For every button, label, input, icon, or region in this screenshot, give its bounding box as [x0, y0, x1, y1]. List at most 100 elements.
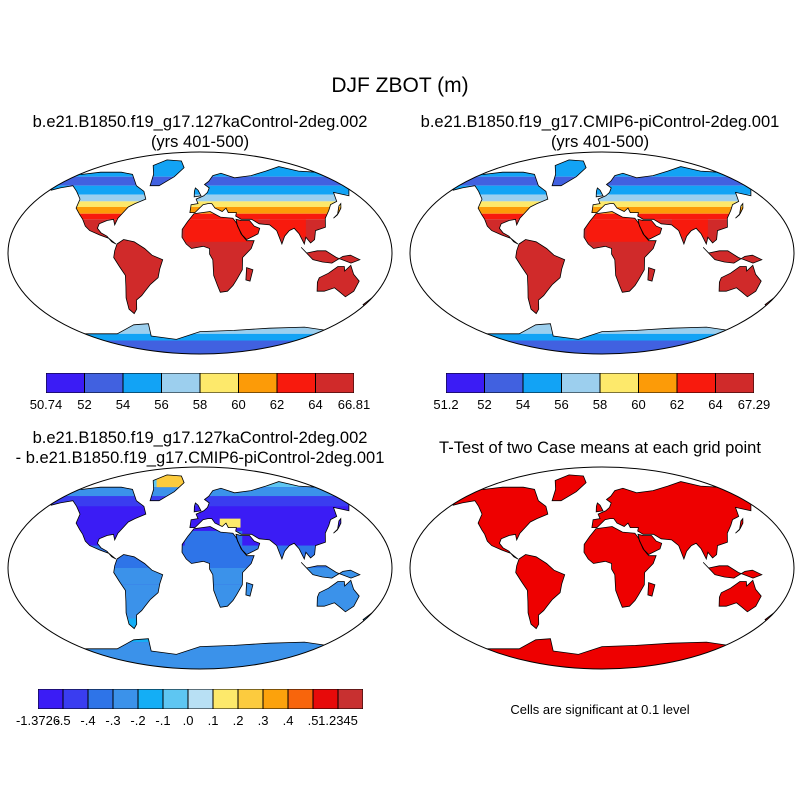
- colorbar-label: 58: [192, 397, 208, 412]
- coastline-eurasia: [591, 166, 763, 246]
- map-case2: [409, 151, 795, 355]
- coastline-eurasia: [591, 481, 763, 561]
- colorbar-label: 50.74: [29, 397, 63, 412]
- colorbar-box: [46, 373, 85, 393]
- panel-title-line2: - b.e21.B1850.f19_g17.CMIP6-piControl-2d…: [15, 449, 385, 467]
- colorbar-box: [238, 373, 278, 393]
- coastline-samerica: [113, 239, 164, 315]
- colorbar-box: [112, 689, 139, 709]
- zbot-band: [445, 194, 782, 202]
- panel-title-line1: b.e21.B1850.f19_g17.127kaControl-2deg.00…: [32, 113, 368, 131]
- zbot-patch: [445, 340, 782, 354]
- figure-title: DJF ZBOT (m): [331, 74, 469, 97]
- colorbar-label: 56: [154, 397, 169, 412]
- colorbar-label: 60: [631, 397, 646, 412]
- colorbar-box: [484, 373, 524, 393]
- colorbar-box: [199, 373, 239, 393]
- coastline-madagascar: [647, 267, 656, 282]
- panel-title-line1: b.e21.B1850.f19_g17.127kaControl-2deg.00…: [32, 429, 368, 447]
- diff-band: [43, 618, 380, 643]
- diff-patch: [156, 474, 184, 488]
- colorbar-box: [522, 373, 562, 393]
- coastline-africa: [583, 211, 657, 293]
- panel-title-line1: T-Test of two Case means at each grid po…: [439, 439, 761, 457]
- coastline-africa: [583, 526, 657, 608]
- coastline-namerica: [50, 486, 147, 560]
- colorbar-label: 51.2: [433, 397, 459, 412]
- colorbar-box: [137, 689, 164, 709]
- diff-band: [43, 496, 380, 507]
- zbot-band: [445, 213, 782, 220]
- colorbar-label: 54: [515, 397, 531, 412]
- globe: [444, 159, 782, 354]
- zbot-band: [43, 185, 380, 195]
- colorbar-label: .1: [207, 713, 219, 728]
- land-fill: [43, 159, 380, 354]
- coastline-namerica: [452, 171, 549, 245]
- zbot-patch: [184, 219, 259, 242]
- land-fill: [445, 474, 782, 669]
- colorbar-label: -.3: [105, 713, 121, 728]
- colorbar-label: -.4: [80, 713, 96, 728]
- panel-title-case1: b.e21.B1850.f19_g17.127kaControl-2deg.00…: [0, 112, 400, 152]
- coastline-indonesia: [300, 562, 361, 579]
- coastline-australia: [316, 579, 360, 613]
- coastline-indonesia: [702, 562, 763, 579]
- colorbar-box: [676, 373, 716, 393]
- colorbar-box: [38, 689, 64, 709]
- diff-band: [43, 487, 380, 497]
- coastline-uk: [595, 187, 604, 198]
- zbot-patch: [269, 219, 306, 238]
- coastline-namerica: [452, 486, 549, 560]
- colorbar-box: [237, 689, 264, 709]
- coastline-greenland: [551, 159, 587, 187]
- colorbar-box: [162, 689, 189, 709]
- colorbar-box: [337, 689, 363, 709]
- colorbar-label: 54: [115, 397, 131, 412]
- colorbar-boxes: [46, 373, 354, 393]
- colorbar-box: [262, 689, 289, 709]
- colorbar-label: .0: [182, 713, 194, 728]
- colorbar-box: [599, 373, 639, 393]
- coastline-indonesia: [300, 247, 361, 264]
- significant-cells: [445, 474, 782, 669]
- coastline-australia: [316, 264, 360, 298]
- coastline-uk: [193, 187, 202, 198]
- colorbar-label: .4: [282, 713, 294, 728]
- zbot-band: [43, 159, 380, 177]
- zbot-band: [445, 159, 782, 177]
- coastline-africa: [181, 526, 255, 608]
- colorbar-box: [84, 373, 124, 393]
- coastline-uk: [193, 502, 202, 513]
- colorbar-case2: 51.2 52 54 56 58 60 62 64 67.29: [433, 373, 770, 412]
- diff-band: [43, 642, 380, 669]
- colorbar-label: -.5: [55, 713, 71, 728]
- colorbar-box: [715, 373, 754, 393]
- colorbar-label: .3: [257, 713, 269, 728]
- land-fill: [445, 159, 782, 354]
- coastline-indonesia: [702, 247, 763, 264]
- panel-title-ttest: T-Test of two Case means at each grid po…: [400, 438, 800, 458]
- colorbar-label: 67.29: [737, 397, 771, 412]
- coastline-eurasia: [189, 166, 361, 246]
- coastline-australia: [718, 579, 762, 613]
- panel-title-line2: (yrs 401-500): [150, 133, 250, 151]
- coastline-greenland: [149, 159, 185, 187]
- colorbar-difference: -1.3726 -.5 -.4 -.3 -.2 -.1 .0 .1 .2 .3 .4 .5 1.2345: [16, 689, 363, 728]
- colorbar-label: 62: [669, 397, 685, 412]
- coastline-madagascar: [245, 582, 254, 597]
- colorbar-box: [161, 373, 201, 393]
- colorbar-label: 60: [231, 397, 246, 412]
- colorbar-label: -.1: [155, 713, 171, 728]
- zbot-band: [43, 194, 380, 202]
- colorbar-label: 64: [308, 397, 323, 412]
- colorbar-box: [638, 373, 678, 393]
- coastline-samerica: [515, 239, 566, 315]
- colorbar-box: [315, 373, 354, 393]
- zbot-patch: [586, 219, 661, 242]
- diff-patch: [184, 530, 243, 551]
- zbot-band: [43, 176, 380, 186]
- map-difference: [7, 466, 393, 670]
- colorbar-label: 52: [477, 397, 492, 412]
- globe: [42, 159, 380, 354]
